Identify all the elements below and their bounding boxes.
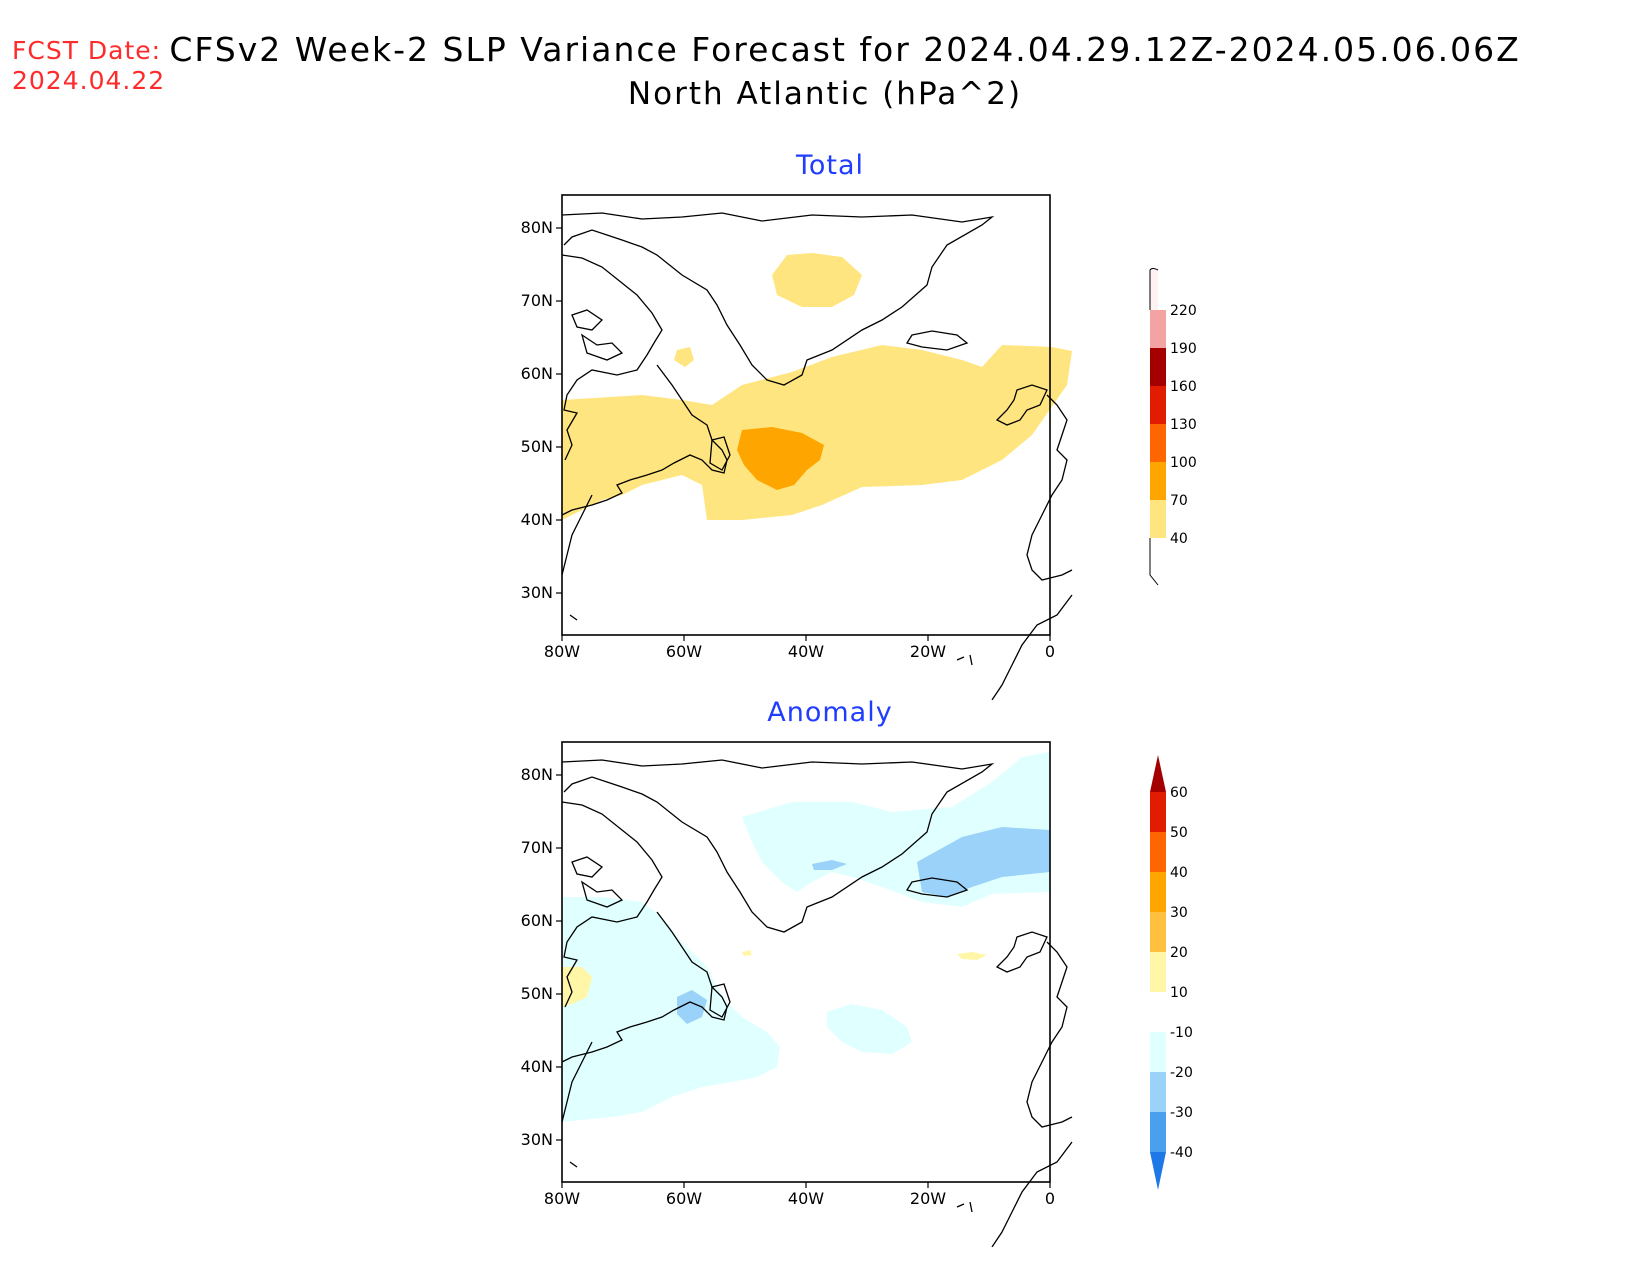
anomaly-colorbar-label: -20: [1170, 1065, 1193, 1081]
anomaly-lon-label: 80W: [544, 1189, 580, 1208]
anomaly-colorbar-label: 50: [1170, 825, 1188, 841]
total-colorbar-label: 220: [1170, 303, 1197, 319]
anomaly-colorbar-label: -10: [1170, 1025, 1193, 1041]
anomaly-colorbar-swatch: [1150, 952, 1166, 992]
total-40-70-small-region: [674, 347, 694, 367]
anomaly-minus10-west-region: [562, 897, 780, 1122]
total-70-100-region: [737, 427, 824, 490]
total-40-70-greenland-region: [772, 253, 862, 307]
total-colorbar: 220 190 160 130 100 70 40: [1149, 268, 1197, 586]
total-colorbar-swatch: [1150, 348, 1166, 386]
anomaly-colorbar-label: 40: [1170, 865, 1188, 881]
anomaly-colorbar-label: 20: [1170, 945, 1188, 961]
anomaly-panel-title: Anomaly: [767, 697, 893, 728]
anomaly-minus20-small-region: [812, 860, 847, 870]
anomaly-colorbar-swatch: [1150, 872, 1166, 912]
anomaly-colorbar-label: 10: [1170, 985, 1188, 1001]
total-40-70-region: [562, 345, 1072, 520]
total-colorbar-label: 160: [1170, 379, 1197, 395]
anomaly-plus10-small-region: [742, 950, 752, 956]
anomaly-colorbar-swatch: [1150, 1032, 1166, 1072]
anomaly-coastlines: [561, 759, 1073, 1247]
anomaly-colorbar-swatch: [1150, 832, 1166, 872]
anomaly-lon-label: 0: [1045, 1189, 1055, 1208]
anomaly-colorbar-label: 60: [1170, 785, 1188, 801]
total-colorbar-label: 100: [1170, 455, 1197, 471]
anomaly-lon-label: 20W: [910, 1189, 946, 1208]
total-colorbar-swatch: [1150, 386, 1166, 424]
anomaly-lon-label: 40W: [788, 1189, 824, 1208]
anomaly-colorbar-swatch: [1150, 912, 1166, 952]
anomaly-lon-label: 60W: [666, 1189, 702, 1208]
total-colorbar-label: 130: [1170, 417, 1197, 433]
anomaly-lat-label: 50N: [521, 984, 553, 1003]
total-shading-layer: [562, 253, 1072, 520]
total-lat-label: 70N: [521, 291, 553, 310]
total-colorbar-swatch: [1150, 310, 1166, 348]
page-subtitle: North Atlantic (hPa^2): [627, 76, 1023, 112]
total-lat-label: 60N: [521, 364, 553, 383]
anomaly-colorbar-label: 30: [1170, 905, 1188, 921]
total-lon-label: 60W: [666, 642, 702, 661]
total-lat-label: 50N: [521, 437, 553, 456]
anomaly-lat-label: 70N: [521, 838, 553, 857]
anomaly-shading-layer: [562, 752, 1050, 1122]
total-panel-title: Total: [795, 150, 865, 181]
anomaly-colorbar-swatch: [1150, 792, 1166, 832]
total-colorbar-label: 190: [1170, 341, 1197, 357]
total-colorbar-swatch: [1150, 424, 1166, 462]
anomaly-colorbar-swatch: [1150, 992, 1166, 1032]
total-lat-label: 30N: [521, 583, 553, 602]
total-lat-label: 40N: [521, 510, 553, 529]
total-coastlines: [561, 212, 1073, 700]
total-lon-label: 20W: [910, 642, 946, 661]
anomaly-lat-label: 60N: [521, 911, 553, 930]
total-colorbar-swatch: [1150, 500, 1166, 538]
anomaly-lat-label: 30N: [521, 1130, 553, 1149]
anomaly-colorbar-label: -30: [1170, 1105, 1193, 1121]
anomaly-minus20-newfoundland-region: [677, 990, 707, 1024]
total-colorbar-label: 40: [1170, 531, 1188, 547]
total-colorbar-label: 70: [1170, 493, 1188, 509]
total-lon-label: 0: [1045, 642, 1055, 661]
anomaly-colorbar-top-arrow: [1150, 755, 1166, 792]
total-lon-label: 40W: [788, 642, 824, 661]
anomaly-minus20-iceland-region: [917, 827, 1050, 897]
anomaly-map: 80N 70N 60N 50N 40N 30N 80W 60W 40W 20W …: [521, 741, 1073, 1247]
anomaly-lat-label: 40N: [521, 1057, 553, 1076]
total-map: 80N 70N 60N 50N 40N 30N 80W 60W 40W 20W …: [521, 194, 1073, 700]
total-lat-label: 80N: [521, 218, 553, 237]
anomaly-colorbar-swatch: [1150, 1072, 1166, 1112]
total-lon-label: 80W: [544, 642, 580, 661]
anomaly-colorbar-swatch: [1150, 1112, 1166, 1152]
forecast-date-value: 2024.04.22: [12, 66, 166, 95]
forecast-date-label: FCST Date:: [12, 36, 162, 65]
anomaly-colorbar-label: -40: [1170, 1145, 1193, 1161]
anomaly-plus10-east-region: [957, 952, 987, 960]
anomaly-lat-label: 80N: [521, 765, 553, 784]
page-title: CFSv2 Week-2 SLP Variance Forecast for 2…: [169, 30, 1521, 69]
anomaly-minus10-central-region: [827, 1004, 912, 1054]
anomaly-colorbar-bottom-arrow: [1150, 1152, 1166, 1190]
anomaly-colorbar: 60 50 40 30 20 10 -10 -20 -30 -40: [1150, 755, 1193, 1190]
total-colorbar-swatch: [1150, 462, 1166, 500]
